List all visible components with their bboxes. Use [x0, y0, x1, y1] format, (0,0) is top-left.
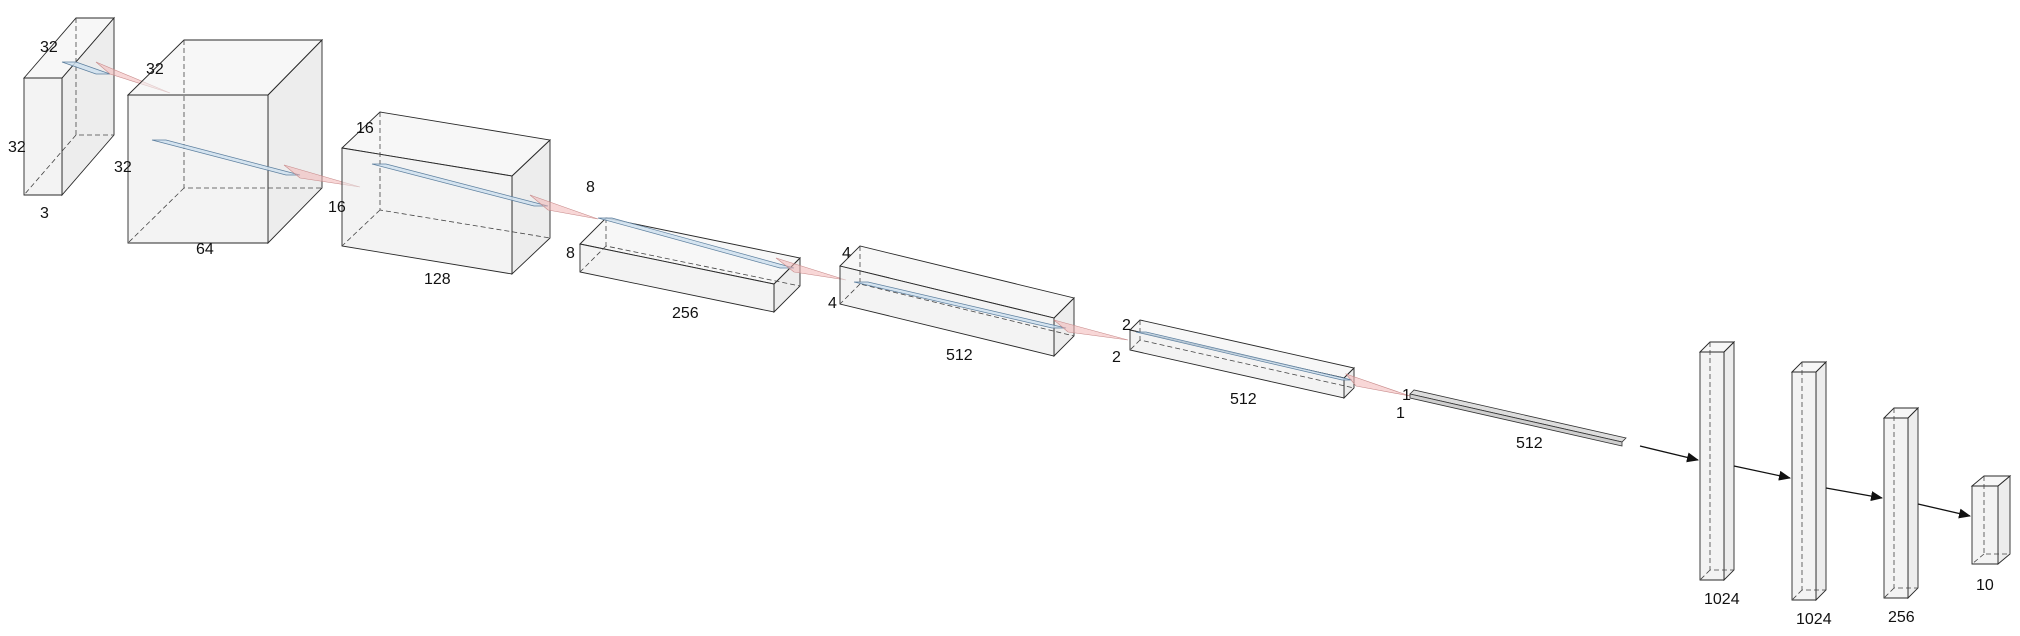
dense-layer-1: 1024	[1698, 340, 1740, 608]
receptive-cone-3	[529, 194, 599, 220]
arrow-dense-3-to-dense-4	[1917, 503, 1971, 519]
layer-1-width: 32	[8, 139, 26, 156]
conv-layer-6: 2 2 512	[1112, 317, 1411, 408]
layer-4-height: 8	[586, 179, 595, 196]
layer-6-depth: 512	[1230, 391, 1257, 408]
layer-4-width: 8	[566, 245, 575, 262]
dense-layer-2: 1024	[1790, 360, 1832, 628]
conv-layer-5: 4 4 512	[828, 245, 1129, 364]
receptive-cone-4	[775, 257, 847, 281]
layer-6-height: 2	[1122, 317, 1131, 334]
receptive-cone-6	[1345, 373, 1411, 397]
layer-3-depth: 128	[424, 271, 451, 288]
arrow-dense-2-to-dense-3	[1825, 487, 1883, 501]
dense-1-size: 1024	[1704, 591, 1740, 608]
dense-layer-3: 256	[1882, 406, 1920, 626]
layer-6-width: 2	[1112, 349, 1121, 366]
flatten-height: 1	[1402, 387, 1411, 404]
conv-layer-3: 16 16 128	[328, 111, 599, 288]
arrow-dense-1-to-dense-2	[1733, 465, 1791, 481]
conv-layer-2: 32 32 64	[114, 38, 361, 258]
layer-1-depth: 3	[40, 205, 49, 222]
receptive-cone-5	[1053, 319, 1129, 341]
flatten-depth: 512	[1516, 435, 1543, 452]
layer-2-width: 32	[114, 159, 132, 176]
flatten-layer: 1 1 512	[1396, 387, 1627, 452]
dense-2-size: 1024	[1796, 611, 1832, 628]
receptive-cone-2	[283, 164, 361, 188]
layer-2-depth: 64	[196, 241, 214, 258]
dense-4-size: 10	[1976, 577, 1994, 594]
layer-1-height: 32	[40, 39, 58, 56]
layer-5-width: 4	[828, 295, 837, 312]
dense-3-size: 256	[1888, 609, 1915, 626]
layer-5-depth: 512	[946, 347, 973, 364]
flatten-width: 1	[1396, 405, 1405, 422]
layer-2-height: 32	[146, 61, 164, 78]
conv-layer-4: 8 8 256	[566, 179, 847, 322]
arrow-flatten-to-dense-1	[1639, 445, 1699, 463]
layer-4-depth: 256	[672, 305, 699, 322]
dense-layer-4: 10	[1970, 475, 2012, 594]
layer-3-width: 16	[328, 199, 346, 216]
layer-5-height: 4	[842, 245, 851, 262]
layer-3-height: 16	[356, 120, 374, 137]
